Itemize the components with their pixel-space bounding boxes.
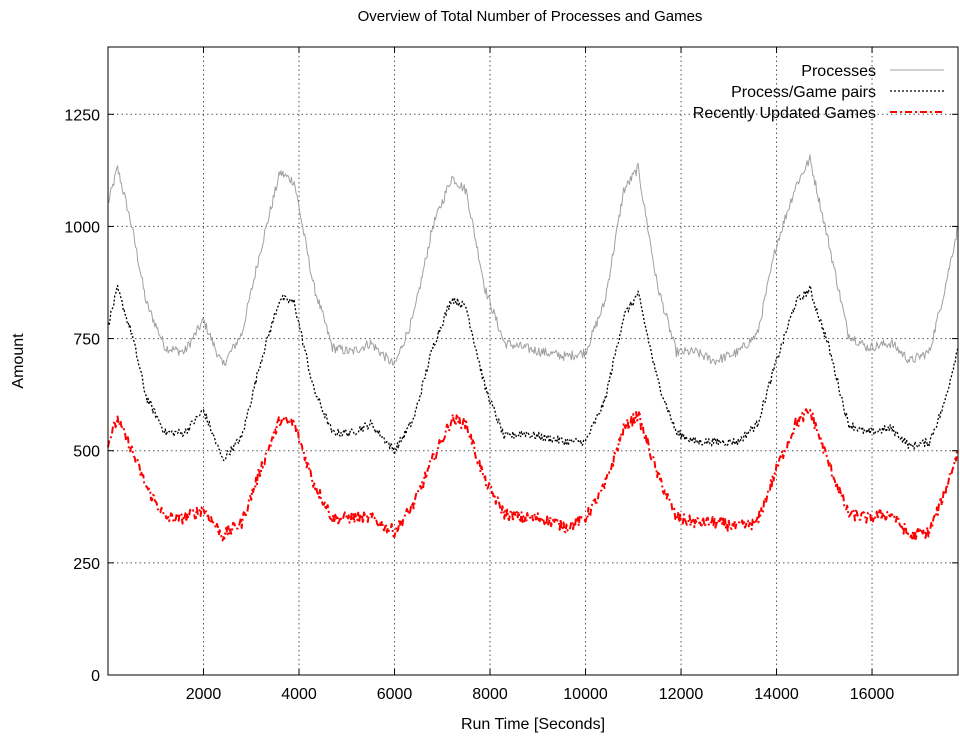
y-tick-label: 1250 <box>64 107 100 124</box>
chart-title: Overview of Total Number of Processes an… <box>357 8 703 25</box>
x-tick-label: 2000 <box>186 686 222 703</box>
grid-layer <box>108 47 958 675</box>
x-tick-label: 4000 <box>281 686 317 703</box>
plot-frame <box>107 46 959 676</box>
legend-label: Processes <box>801 63 876 80</box>
y-axis-label: Amount <box>10 333 27 389</box>
x-axis-label: Run Time [Seconds] <box>461 716 605 733</box>
x-tick-label: 10000 <box>563 686 608 703</box>
legend-label: Recently Updated Games <box>693 105 876 122</box>
y-tick-label: 750 <box>73 332 100 349</box>
x-tick-label: 12000 <box>659 686 704 703</box>
y-tick-label: 500 <box>73 444 100 461</box>
series-layer <box>107 154 959 542</box>
y-tick-label: 250 <box>73 556 100 573</box>
tick-layer: 2000 4000 6000 8000 10000 12000 14000 16000 0 250… <box>64 47 958 703</box>
x-tick-label: 8000 <box>472 686 508 703</box>
y-tick-label: 0 <box>91 668 100 685</box>
series-line-1 <box>107 284 959 462</box>
x-tick-label: 16000 <box>850 686 895 703</box>
series-line-0 <box>107 154 959 367</box>
x-tick-label: 6000 <box>377 686 413 703</box>
x-tick-label: 14000 <box>754 686 799 703</box>
series-line-2 <box>107 408 959 542</box>
y-tick-label: 1000 <box>64 219 100 236</box>
legend: Processes Process/Game pairs Recently Upda… <box>693 63 944 122</box>
legend-label: Process/Game pairs <box>731 84 876 101</box>
